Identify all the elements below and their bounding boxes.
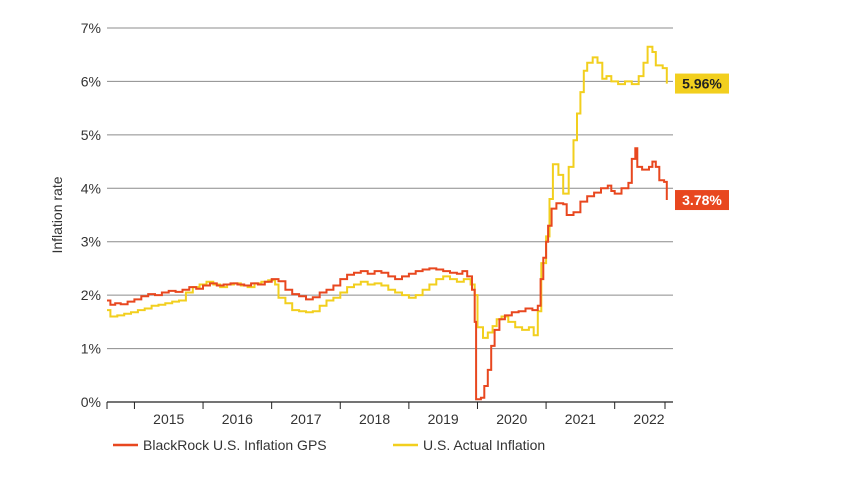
x-tick-label-2020: 2020 <box>496 411 527 427</box>
y-tick-label-3: 3% <box>81 234 101 250</box>
x-tick-label-2021: 2021 <box>565 411 596 427</box>
end-label-blackrock-gps: 3.78% <box>682 192 722 208</box>
x-axis: 2015 2016 2017 2018 2019 2020 2021 2022 <box>106 402 666 427</box>
gridlines <box>107 27 673 403</box>
x-tick-label-2019: 2019 <box>428 411 459 427</box>
y-tick-labels: 0% 1% 2% 3% 4% 5% 6% 7% <box>81 20 101 410</box>
y-tick-label-2: 2% <box>81 287 101 303</box>
x-tick-label-2017: 2017 <box>290 411 321 427</box>
y-axis-label: Inflation rate <box>49 176 65 253</box>
y-tick-label-4: 4% <box>81 180 101 196</box>
end-label-us-actual-inflation: 5.96% <box>682 76 722 92</box>
series-lines <box>107 45 668 401</box>
series-line-us-actual-inflation <box>107 45 668 339</box>
legend-label-1: U.S. Actual Inflation <box>423 437 545 453</box>
y-tick-label-7: 7% <box>81 20 101 36</box>
legend: BlackRock U.S. Inflation GPS U.S. Actual … <box>113 437 545 453</box>
y-tick-label-0: 0% <box>81 394 101 410</box>
x-tick-label-2022: 2022 <box>633 411 664 427</box>
y-tick-label-1: 1% <box>81 341 101 357</box>
y-tick-label-5: 5% <box>81 127 101 143</box>
y-tick-label-6: 6% <box>81 73 101 89</box>
x-tick-label-2018: 2018 <box>359 411 390 427</box>
end-label-box-1 <box>675 73 729 94</box>
x-tick-label-2016: 2016 <box>222 411 253 427</box>
end-value-labels: 3.78% 5.96% <box>675 73 729 211</box>
x-tick-label-2015: 2015 <box>153 411 184 427</box>
end-label-box-0 <box>675 190 729 211</box>
series-line-blackrock-gps <box>107 147 668 401</box>
legend-label-0: BlackRock U.S. Inflation GPS <box>143 437 327 453</box>
